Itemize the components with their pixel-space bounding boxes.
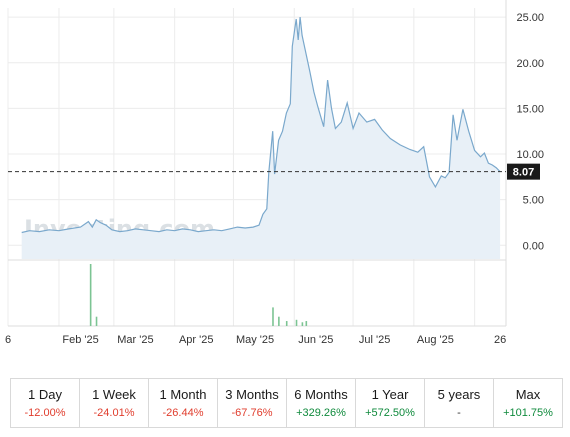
period-change: -12.00% <box>24 406 66 419</box>
y-tick-label: 10.00 <box>516 149 544 161</box>
x-tick-label: Mar '25 <box>117 334 153 346</box>
price-line <box>21 17 501 234</box>
period-3-months[interactable]: 3 Months -67.76% <box>218 379 287 427</box>
y-tick-label: 20.00 <box>516 58 544 70</box>
grid <box>7 0 507 327</box>
period-change: -26.44% <box>162 406 204 419</box>
volume-bar <box>301 322 304 326</box>
period-change: - <box>457 406 461 419</box>
period-change: +572.50% <box>365 406 415 419</box>
x-tick-label: Feb '25 <box>62 334 98 346</box>
x-tick-label: May '25 <box>236 334 274 346</box>
current-price-tag: 8.07 <box>507 163 540 180</box>
period-label: 6 Months <box>294 386 348 402</box>
period-6-months[interactable]: 6 Months +329.26% <box>287 379 356 427</box>
period-label: 5 years <box>437 386 481 402</box>
y-tick-label: 5.00 <box>523 195 544 207</box>
volume-bar <box>295 319 298 326</box>
volume-bar <box>95 316 98 326</box>
current-price-tag-bg <box>507 163 540 180</box>
x-tick-label: Apr '25 <box>179 334 214 346</box>
x-tick-label: Aug '25 <box>417 334 454 346</box>
period-label: Max <box>515 386 541 402</box>
period-label: 1 Week <box>92 386 136 402</box>
period-1-month[interactable]: 1 Month -26.44% <box>149 379 218 427</box>
period-label: 1 Year <box>371 386 409 402</box>
y-tick-label: 0.00 <box>523 240 544 252</box>
y-tick-label: 15.00 <box>516 103 544 115</box>
x-tick-label: Jun '25 <box>298 334 333 346</box>
period-change: -67.76% <box>231 406 273 419</box>
y-tick-label: 25.00 <box>516 12 544 24</box>
performance-periods: 1 Day -12.00% 1 Week -24.01% 1 Month -26… <box>10 378 563 428</box>
volume-bar <box>278 316 280 326</box>
current-price-label: 8.07 <box>513 167 534 179</box>
period-change: +101.75% <box>503 406 553 419</box>
price-area-fill <box>21 17 501 259</box>
y-axis: 25.00 20.00 15.00 10.00 5.00 0.00 <box>516 12 544 252</box>
period-1-week[interactable]: 1 Week -24.01% <box>80 379 149 427</box>
x-tick-label: 6 <box>5 334 11 346</box>
volume-bars <box>89 264 308 326</box>
period-1-year[interactable]: 1 Year +572.50% <box>356 379 425 427</box>
x-tick-label: 26 <box>494 334 506 346</box>
period-label: 1 Day <box>28 386 62 402</box>
volume-bar <box>285 321 288 326</box>
volume-bar <box>305 321 308 326</box>
period-change: -24.01% <box>93 406 135 419</box>
period-label: 1 Month <box>159 386 207 402</box>
volume-bar <box>272 307 274 326</box>
price-chart[interactable]: Investing.com 8.07 25.0020.0015.0010.005… <box>0 0 570 372</box>
x-tick-label: Jul '25 <box>359 334 390 346</box>
period-1-day[interactable]: 1 Day -12.00% <box>11 379 80 427</box>
period-5-years[interactable]: 5 years - <box>425 379 494 427</box>
period-max[interactable]: Max +101.75% <box>494 379 562 427</box>
period-label: 3 Months <box>225 386 279 402</box>
volume-bar <box>89 264 92 326</box>
period-change: +329.26% <box>296 406 346 419</box>
x-axis: 6 Feb '25 Mar '25 Apr '25 May '25 Jun '25 Jul … <box>5 334 506 346</box>
